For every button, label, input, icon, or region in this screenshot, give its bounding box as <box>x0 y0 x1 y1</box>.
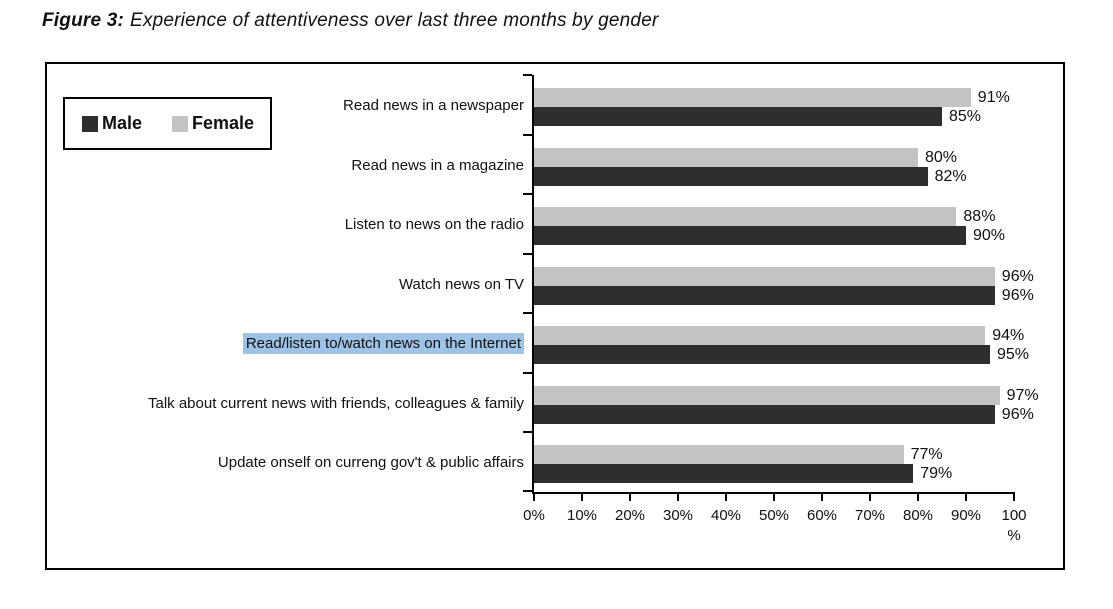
legend-label-female: Female <box>192 113 255 133</box>
highlighted-category-label: Read/listen to/watch news on the Interne… <box>242 333 524 355</box>
bar-value-label: 90% <box>973 227 1006 245</box>
bar-female <box>534 445 904 465</box>
category-label: Listen to news on the radio <box>344 216 524 234</box>
bar-value-label: 82% <box>934 167 967 185</box>
bar-value-label: 95% <box>997 346 1030 364</box>
x-axis-tick-label: 50% <box>758 507 790 524</box>
bar-value-label: 77% <box>910 446 943 464</box>
y-axis-tick <box>523 490 532 492</box>
bar-value-label: 97% <box>1006 386 1039 404</box>
category-row: 91% 85% <box>534 75 1014 135</box>
x-axis-tick <box>1013 492 1015 501</box>
bar-male <box>534 166 928 186</box>
x-axis-tick-label: 60% <box>806 507 838 524</box>
x-axis-tick-label: 10% <box>566 507 598 524</box>
category-label: Watch news on TV <box>398 275 524 293</box>
figure-title: Experience of attentiveness over last th… <box>130 10 659 31</box>
x-axis-tick-label: 20% <box>614 507 646 524</box>
female-swatch-icon <box>172 115 189 132</box>
x-axis-tick-label: 80% <box>902 507 934 524</box>
bar-male <box>534 345 990 365</box>
bar-value-label: 96% <box>1001 286 1034 304</box>
x-axis-tick <box>965 492 967 501</box>
bar-male <box>534 285 995 305</box>
y-axis-tick <box>523 253 532 255</box>
bar-female <box>534 266 995 286</box>
legend-item-female: Female <box>172 113 254 134</box>
figure-caption: Figure 3: Experience of attentiveness ove… <box>42 10 659 32</box>
x-axis-tick <box>725 492 727 501</box>
chart-legend: Male Female <box>63 97 272 150</box>
category-row: 96% 96% <box>534 254 1034 314</box>
category-row: 97% 96% <box>534 373 1039 433</box>
x-axis-tick <box>629 492 631 501</box>
x-axis-tick <box>677 492 679 501</box>
x-axis-tick-label: 40% <box>710 507 742 524</box>
bar-value-label: 91% <box>977 89 1010 106</box>
x-axis-tick <box>581 492 583 501</box>
y-axis-tick <box>523 372 532 374</box>
x-axis-tick-label: 0% <box>523 507 545 524</box>
bar-female <box>534 207 957 227</box>
bar-value-label: 96% <box>1001 405 1034 423</box>
category-label: Read news in a newspaper <box>343 97 524 114</box>
category-row: 88% 90% <box>534 194 1014 254</box>
y-axis-tick <box>523 74 532 76</box>
x-axis-tick <box>533 492 535 501</box>
bar-value-label: 85% <box>949 108 982 125</box>
x-axis-tick-label: 100 % <box>1001 507 1027 545</box>
bar-female <box>534 147 918 167</box>
figure-number-label: Figure 3: <box>42 10 125 31</box>
bar-value-label: 88% <box>963 208 996 226</box>
x-axis-tick <box>869 492 871 501</box>
bar-female <box>534 326 986 346</box>
x-axis-tick <box>917 492 919 501</box>
x-axis-tick-label: 30% <box>662 507 694 524</box>
bar-value-label: 94% <box>992 327 1025 345</box>
category-label: Read/listen to/watch news on the Interne… <box>51 333 524 355</box>
category-row: 94% 95% <box>534 313 1029 373</box>
y-axis-tick <box>523 193 532 195</box>
bar-female <box>534 88 971 107</box>
bar-value-label: 79% <box>920 465 953 483</box>
y-axis-tick <box>523 431 532 433</box>
bar-male <box>534 404 995 424</box>
x-axis-tick <box>773 492 775 501</box>
category-row: 80% 82% <box>534 135 1014 195</box>
x-axis-tick-label: 90% <box>950 507 982 524</box>
bar-female <box>534 385 1000 405</box>
category-label: Read news in a magazine <box>351 156 524 174</box>
x-axis-tick-label: 70% <box>854 507 886 524</box>
category-row: 77% 79% <box>534 432 1014 492</box>
x-axis-tick <box>821 492 823 501</box>
legend-label-male: Male <box>102 113 143 133</box>
male-swatch-icon <box>82 115 98 132</box>
legend-item-male: Male <box>82 113 142 134</box>
y-axis-tick <box>523 312 532 314</box>
y-axis-tick <box>523 134 532 136</box>
plot-area: 91% 85% 80% 82% 88% 90% 96% 96% 94% 95% 97% 96% 77% 7… <box>523 74 1039 544</box>
bar-male <box>534 464 914 484</box>
bar-value-label: 96% <box>1001 267 1034 285</box>
chart-frame: Male Female 91% 85% 80% 82% 88% 90% 96% 96% 94% 9… <box>45 62 1065 570</box>
category-label: Talk about current news with friends, co… <box>147 394 524 412</box>
bar-male <box>534 226 966 246</box>
bar-value-label: 80% <box>925 148 958 166</box>
category-label: Update onself on curreng gov't & public … <box>217 454 524 472</box>
bar-male <box>534 107 942 126</box>
